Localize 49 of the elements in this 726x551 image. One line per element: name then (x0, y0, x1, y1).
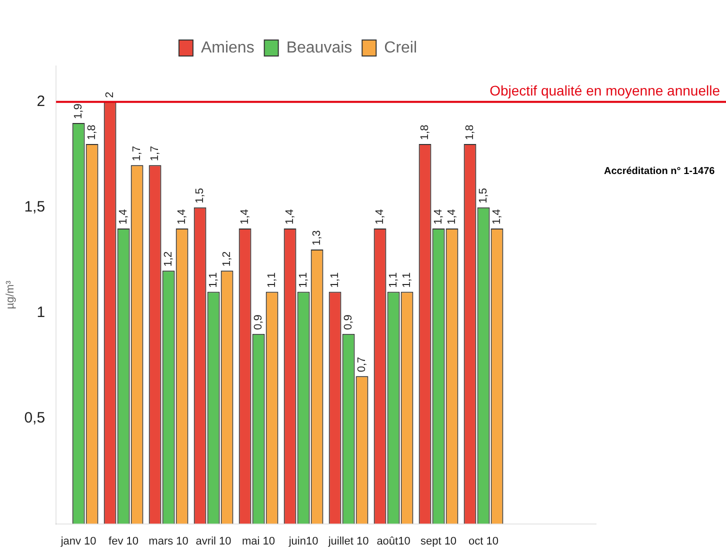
data-label: 1,4 (239, 209, 252, 224)
x-tick-label: mars 10 (148, 535, 188, 548)
y-tick-label: 1,5 (24, 198, 46, 216)
data-label: 0,9 (252, 314, 265, 330)
x-tick-label: mai 10 (242, 535, 276, 548)
data-label: 1,8 (464, 124, 476, 140)
data-label: 1,8 (419, 124, 432, 140)
ref-line-label: Objectif qualité en moyenne annuelle (490, 82, 720, 99)
data-label: 1,1 (401, 272, 414, 288)
data-label: 0,7 (356, 356, 368, 372)
x-tick-label: avril 10 (196, 535, 232, 548)
data-label: 1,4 (491, 209, 504, 224)
data-label: 1,2 (221, 251, 234, 267)
x-tick-label: oct 10 (468, 535, 498, 548)
data-label: 1,3 (311, 230, 324, 246)
data-label: 1,5 (194, 188, 206, 204)
x-tick-label: janv 10 (60, 535, 96, 548)
data-label: 1,1 (266, 272, 278, 288)
data-label: 1,4 (446, 209, 458, 224)
data-label: 1,7 (131, 146, 144, 162)
legend-label: Beauvais (286, 39, 352, 56)
x-tick-label: juin10 (288, 535, 318, 548)
x-tick-label: juillet 10 (327, 535, 369, 548)
y-tick-label: 0,5 (24, 409, 46, 426)
data-label: 1,1 (298, 272, 310, 288)
data-label: 1,1 (208, 272, 220, 288)
data-label: 1,1 (329, 272, 342, 288)
data-label: 1,7 (149, 146, 162, 162)
data-label: 1,2 (162, 251, 175, 267)
data-label: 1,4 (176, 209, 188, 224)
data-label: 1,8 (86, 124, 98, 140)
legend-label: Creil (384, 39, 418, 56)
data-label: 1,5 (478, 188, 490, 204)
data-label: 1,4 (374, 209, 386, 224)
y-axis-title: µg/m³ (4, 280, 17, 310)
x-tick-label: sept 10 (420, 535, 457, 548)
data-label: 1,9 (72, 104, 85, 119)
y-tick-label: 2 (36, 93, 46, 110)
data-label: 1,4 (432, 209, 445, 224)
text: Accréditation n° 1-1476 (604, 165, 716, 178)
x-tick-label: août10 (376, 535, 410, 548)
data-label: 0,9 (342, 314, 355, 330)
legend-label: Amiens (200, 39, 254, 56)
data-label: 1,1 (388, 272, 400, 288)
data-label: 1,4 (118, 209, 130, 224)
x-tick-label: fev 10 (108, 535, 139, 548)
data-label: 2 (104, 92, 116, 98)
y-tick-label: 1 (36, 304, 46, 321)
data-label: 1,4 (284, 209, 296, 224)
